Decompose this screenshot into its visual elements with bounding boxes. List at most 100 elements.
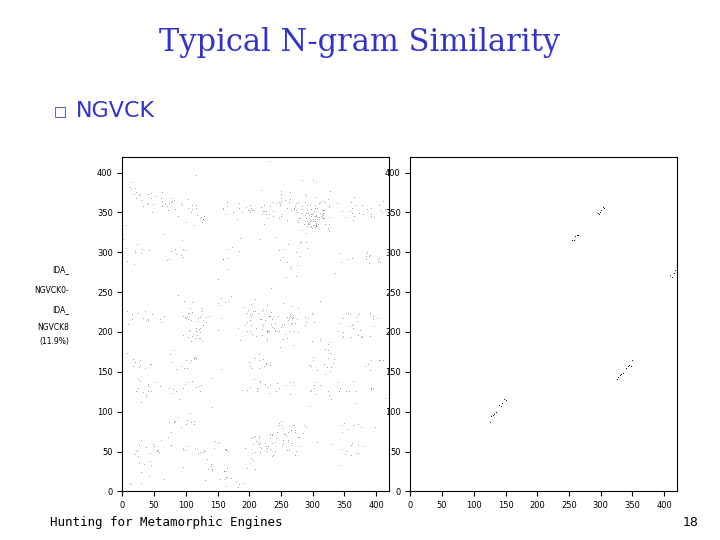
Point <box>350 448 361 457</box>
Point <box>271 387 282 395</box>
Point <box>346 208 358 217</box>
Point <box>332 378 343 387</box>
Point <box>372 254 383 263</box>
Point <box>196 217 207 226</box>
Point <box>207 402 218 411</box>
Point <box>247 307 258 316</box>
Point <box>288 327 300 336</box>
Point <box>598 204 610 213</box>
Point <box>241 326 253 335</box>
Point <box>130 183 141 192</box>
Point <box>364 310 376 319</box>
Point <box>181 313 193 321</box>
Point <box>269 437 281 446</box>
Point <box>249 307 261 315</box>
Point <box>283 198 294 207</box>
Point <box>186 298 198 306</box>
Point <box>237 478 248 487</box>
Point <box>148 442 160 450</box>
Point <box>192 313 203 322</box>
Point <box>163 417 175 426</box>
Point <box>274 198 285 206</box>
Point <box>246 205 258 214</box>
Point <box>251 383 263 392</box>
Point <box>252 385 264 394</box>
Point <box>374 205 386 214</box>
Point <box>301 204 312 213</box>
Point <box>225 474 237 482</box>
Point <box>356 332 367 341</box>
Point <box>260 442 271 450</box>
Point <box>143 190 154 198</box>
Point <box>126 315 138 324</box>
Point <box>132 384 143 393</box>
Point <box>310 211 322 219</box>
Point <box>137 245 148 253</box>
Point <box>299 321 310 330</box>
Point <box>181 308 193 317</box>
Point <box>191 327 202 336</box>
Point <box>134 356 145 364</box>
Point <box>346 438 358 447</box>
Point <box>288 204 300 213</box>
Point <box>279 195 291 204</box>
Point <box>284 309 296 318</box>
Point <box>264 210 275 218</box>
Point <box>597 203 608 212</box>
Point <box>336 206 348 215</box>
Text: Hunting for Metamorphic Engines: Hunting for Metamorphic Engines <box>50 516 283 529</box>
Point <box>336 421 347 429</box>
Point <box>617 368 629 377</box>
Point <box>614 370 626 379</box>
Point <box>498 395 510 404</box>
Point <box>278 245 289 253</box>
Point <box>314 336 325 345</box>
Point <box>173 291 184 300</box>
Point <box>249 431 261 440</box>
Text: NGVCK: NGVCK <box>76 100 155 121</box>
Point <box>277 253 289 262</box>
Point <box>310 221 321 230</box>
Point <box>260 210 271 218</box>
Point <box>258 361 270 370</box>
Point <box>205 462 217 470</box>
Point <box>325 367 336 375</box>
Point <box>315 333 327 342</box>
Point <box>244 382 256 391</box>
Point <box>140 442 152 451</box>
Point <box>256 330 267 339</box>
Point <box>190 353 202 362</box>
Point <box>177 463 189 471</box>
Point <box>323 390 335 399</box>
Point <box>334 461 346 469</box>
Point <box>594 208 606 217</box>
Point <box>163 384 174 393</box>
Point <box>184 409 195 417</box>
Point <box>177 384 189 393</box>
Point <box>323 338 335 347</box>
Point <box>196 307 207 315</box>
Point <box>265 320 276 329</box>
Point <box>279 429 291 438</box>
Point <box>230 477 242 486</box>
Point <box>595 206 607 214</box>
Point <box>286 318 297 327</box>
Point <box>297 202 308 211</box>
Point <box>369 423 380 431</box>
Point <box>365 211 377 220</box>
Point <box>279 330 291 339</box>
Point <box>194 448 205 456</box>
Point <box>283 428 294 436</box>
Point <box>346 333 357 341</box>
Point <box>309 318 320 326</box>
Point <box>186 376 197 385</box>
Point <box>138 201 149 210</box>
Point <box>303 361 315 369</box>
Point <box>162 432 174 441</box>
Point <box>197 321 209 329</box>
Point <box>171 250 182 259</box>
Point <box>222 265 233 273</box>
Point <box>282 215 293 224</box>
Point <box>293 433 305 442</box>
Point <box>264 157 276 165</box>
